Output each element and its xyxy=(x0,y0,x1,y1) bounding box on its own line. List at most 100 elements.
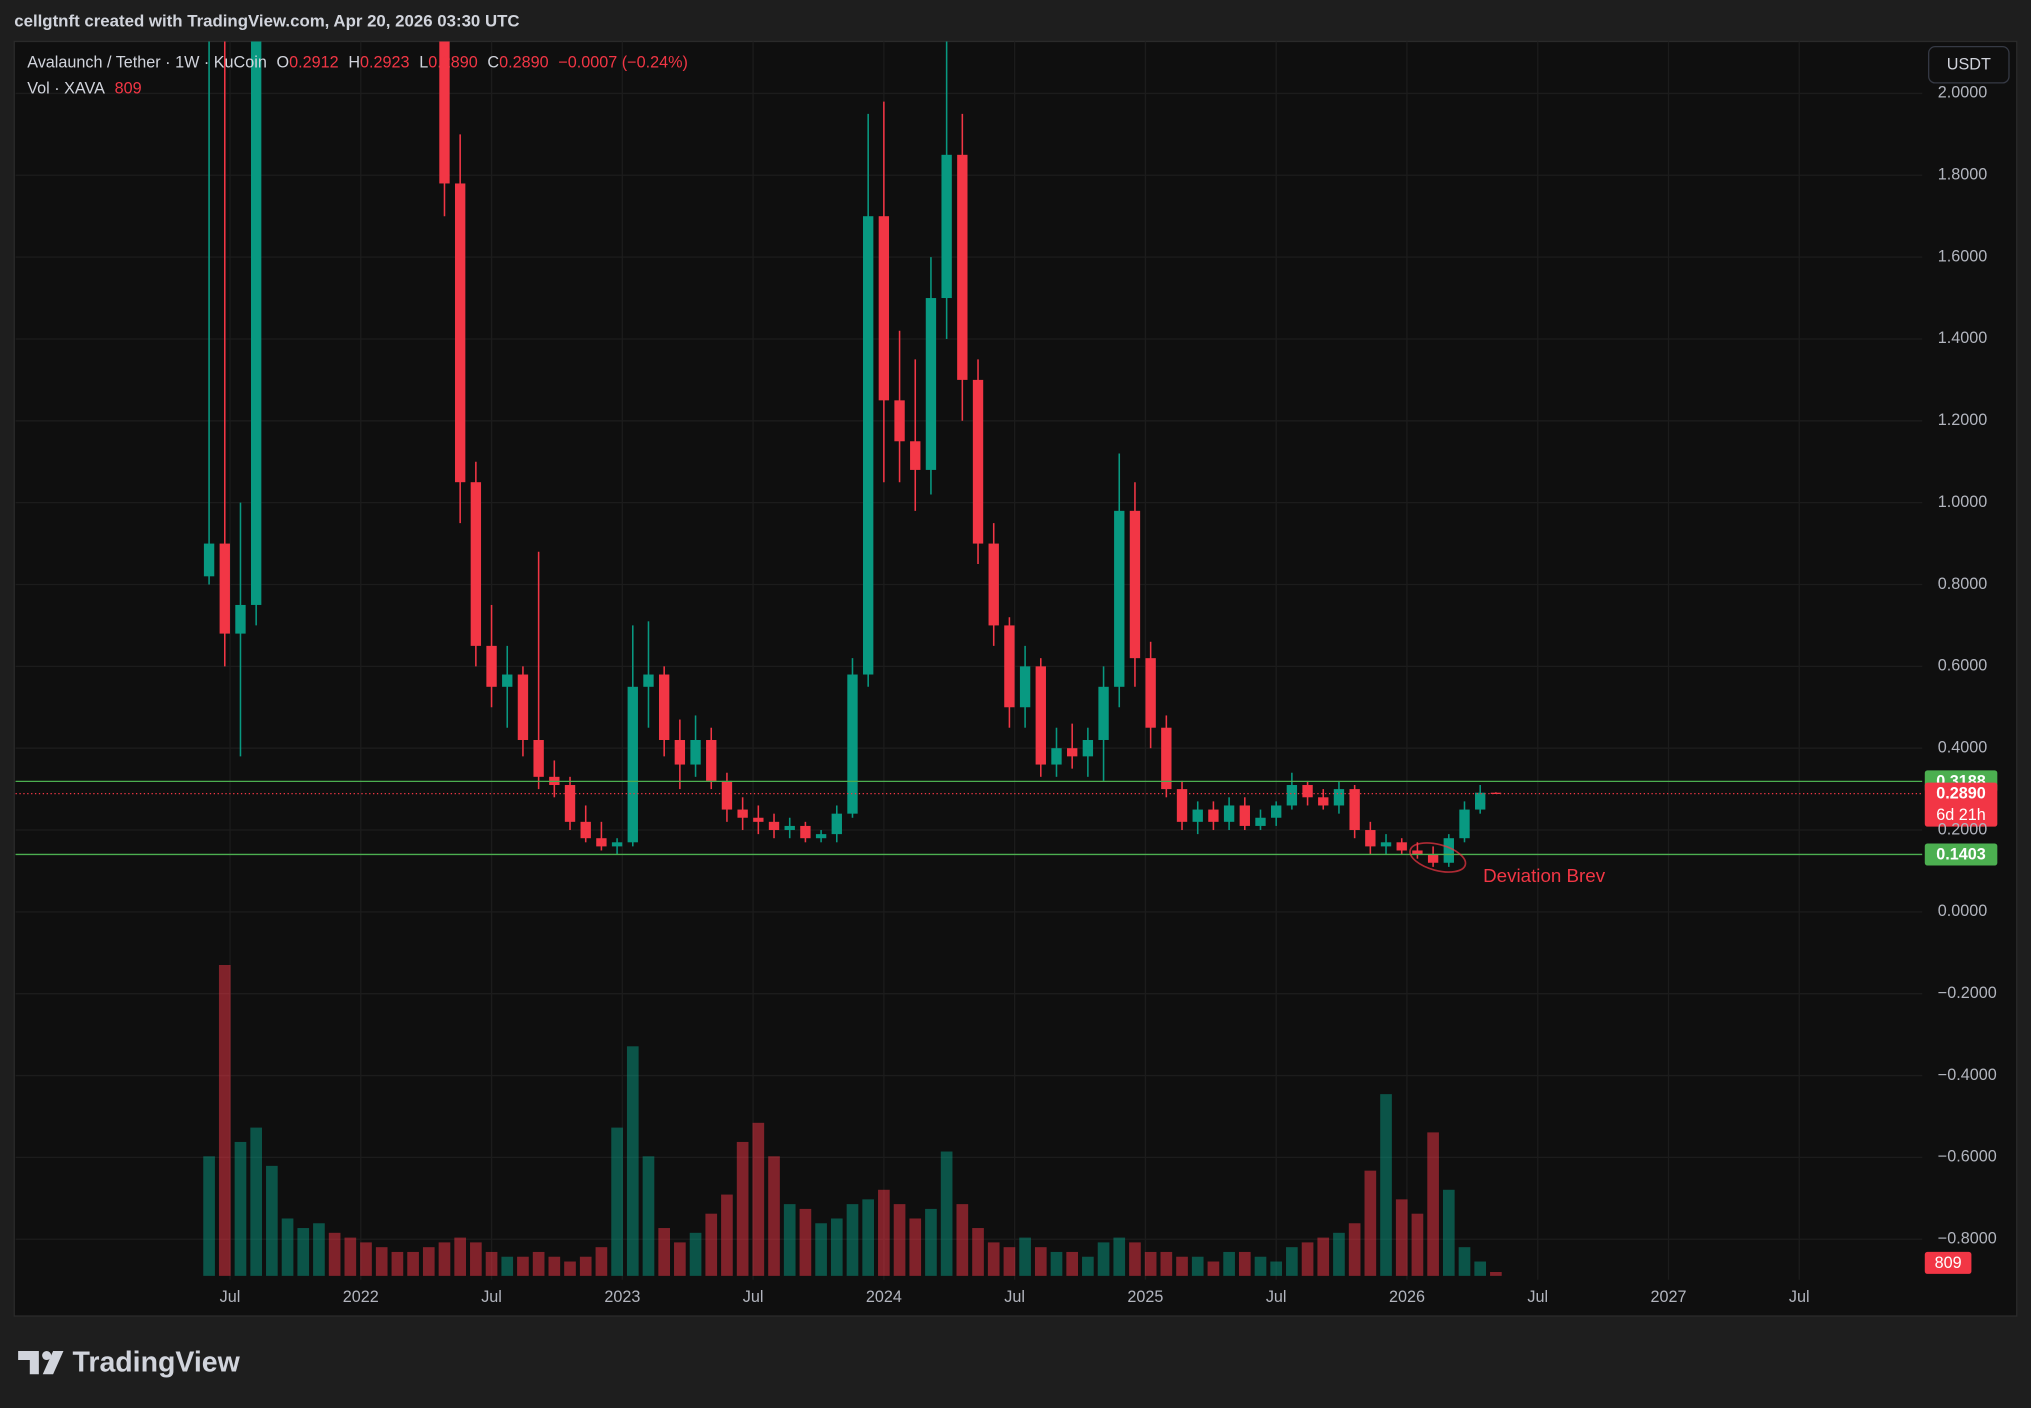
volume-bar xyxy=(438,1242,451,1276)
candle-body xyxy=(1239,805,1250,826)
candle-body xyxy=(690,739,701,765)
brand-logo: TradingView xyxy=(18,1346,241,1378)
volume-bar xyxy=(705,1213,718,1276)
volume-bar xyxy=(1160,1251,1173,1276)
volume-bar xyxy=(1097,1242,1110,1276)
candle-body xyxy=(486,645,497,687)
candle-body xyxy=(470,482,482,646)
currency-button[interactable]: USDT xyxy=(1928,45,2010,84)
ohlc-value: 0.2890 xyxy=(428,54,478,72)
legend: Avalaunch / Tether · 1W · KuCoin O0.2912… xyxy=(27,54,688,72)
x-tick-label: Jul xyxy=(1004,1288,1025,1306)
volume-bar xyxy=(1066,1251,1079,1276)
candle-body xyxy=(235,604,246,634)
volume-bar xyxy=(360,1242,372,1276)
candle-body xyxy=(1443,838,1454,863)
volume-bar xyxy=(266,1165,278,1276)
candle-body xyxy=(1051,748,1062,765)
candle-body xyxy=(517,674,529,740)
level-label: 0.1403 xyxy=(1936,845,1986,863)
volume-bar xyxy=(642,1156,655,1276)
volume-bar xyxy=(626,1046,639,1276)
candle-body xyxy=(1459,809,1470,839)
candle-body xyxy=(439,41,450,184)
volume-label: Vol · XAVA xyxy=(27,80,105,98)
logo-icon xyxy=(18,1350,39,1375)
volume-bar xyxy=(1333,1232,1345,1276)
y-tick-label: −0.8000 xyxy=(1938,1230,1997,1248)
candle-body xyxy=(627,686,638,843)
candle-body xyxy=(847,674,858,814)
candle-body xyxy=(1302,785,1313,798)
volume-bar xyxy=(297,1228,310,1276)
countdown: 6d 21h xyxy=(1936,806,1986,824)
logo-icon xyxy=(42,1350,52,1361)
ohlc-label: O xyxy=(277,54,290,72)
currency-button-frame[interactable] xyxy=(1928,45,2010,84)
volume-bar xyxy=(1129,1242,1141,1276)
candle-body xyxy=(862,216,874,675)
candle-body xyxy=(643,674,654,687)
volume-bar xyxy=(1019,1237,1031,1276)
y-tick-label: 1.0000 xyxy=(1938,493,1988,511)
volume-bar xyxy=(611,1127,623,1276)
candle-body xyxy=(1019,666,1031,708)
candle-body xyxy=(753,817,764,822)
candle-body xyxy=(1192,809,1203,822)
y-tick-label: −0.4000 xyxy=(1938,1066,1997,1084)
x-tick-label: Jul xyxy=(481,1288,502,1306)
volume-bar xyxy=(1490,1271,1502,1276)
candle-body xyxy=(1271,805,1282,818)
volume-bar xyxy=(1427,1132,1439,1276)
volume-bar xyxy=(925,1208,937,1276)
candle-body xyxy=(1208,809,1219,822)
candle-body xyxy=(1427,854,1439,863)
candle-body xyxy=(674,739,686,765)
volume-bar xyxy=(768,1156,780,1276)
volume-bar xyxy=(454,1237,466,1276)
y-tick-label: 0.6000 xyxy=(1938,657,1988,675)
volume-bar xyxy=(1191,1256,1204,1276)
volume-bar xyxy=(1223,1251,1235,1276)
x-tick-label: Jul xyxy=(1527,1288,1548,1306)
volume-bar xyxy=(407,1251,419,1276)
candle-body xyxy=(219,543,230,634)
x-tick-label: Jul xyxy=(1789,1288,1810,1306)
x-tick-label: 2026 xyxy=(1389,1288,1425,1306)
candle-body xyxy=(1286,785,1298,806)
x-tick-label: 2025 xyxy=(1127,1288,1163,1306)
volume-bar xyxy=(1270,1261,1283,1276)
volume-bar xyxy=(689,1232,702,1276)
volume-bar xyxy=(1176,1256,1188,1276)
ohlc-label: H xyxy=(348,54,360,72)
volume-bar xyxy=(909,1218,922,1276)
currency[interactable]: USDT xyxy=(1947,56,1991,74)
candle-body xyxy=(894,400,905,442)
volume-bar xyxy=(1254,1256,1267,1276)
volume-bar xyxy=(501,1256,514,1276)
volume-bar xyxy=(878,1189,890,1276)
candle-body xyxy=(925,298,937,470)
volume-pane xyxy=(203,964,1502,1276)
volume-value: 809 xyxy=(115,80,142,98)
candle-body xyxy=(988,543,999,626)
candle-body xyxy=(1318,797,1329,806)
x-tick-label: Jul xyxy=(743,1288,764,1306)
candle-body xyxy=(1098,686,1109,740)
volume-bar xyxy=(1003,1247,1016,1276)
volume-bar xyxy=(1034,1247,1047,1276)
candles xyxy=(203,41,1502,867)
volume-bar xyxy=(1317,1237,1330,1276)
ohlc-value: 0.2923 xyxy=(360,54,410,72)
volume-bar xyxy=(218,964,231,1276)
volume-bar xyxy=(250,1127,262,1276)
candle-body xyxy=(1145,658,1156,728)
level-box xyxy=(1924,843,1998,866)
y-tick-label: 1.2000 xyxy=(1938,411,1988,429)
candle-body xyxy=(1255,817,1266,826)
candle-body xyxy=(972,379,984,544)
volume-bar xyxy=(375,1247,388,1276)
candle-body xyxy=(611,842,623,847)
